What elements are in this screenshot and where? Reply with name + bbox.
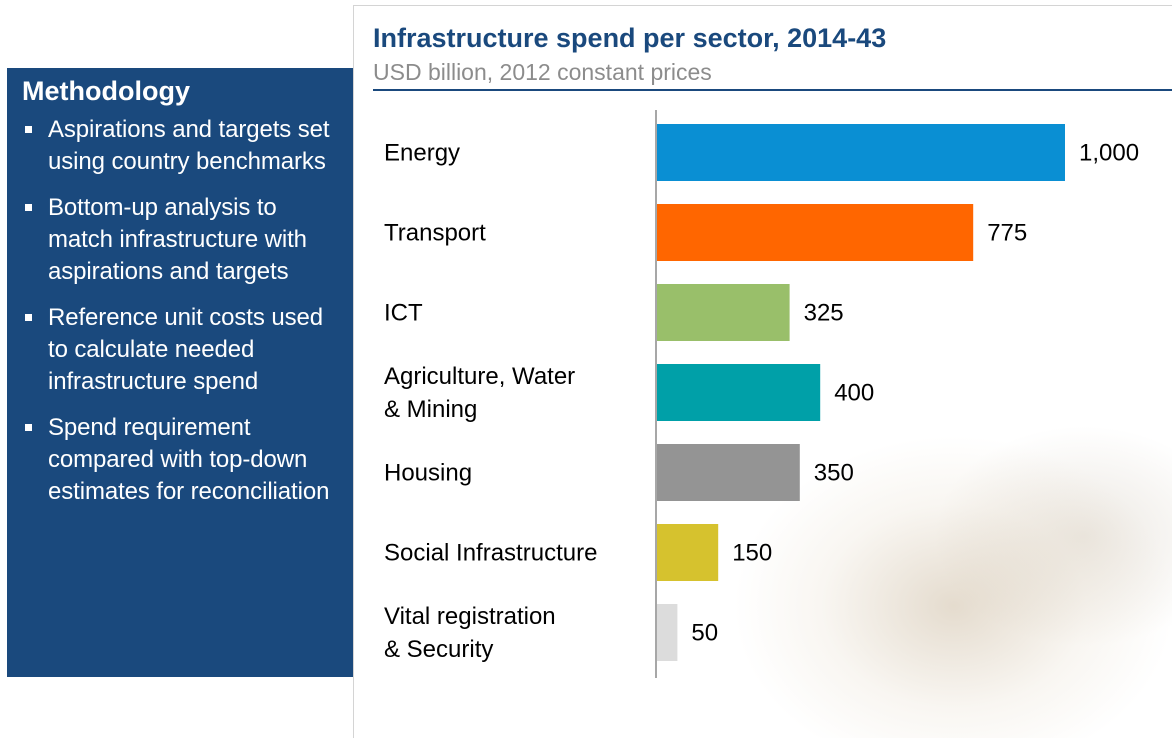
category-label: Agriculture, Water — [384, 363, 575, 390]
chart-title: Infrastructure spend per sector, 2014-43 — [373, 23, 887, 53]
value-label: 400 — [834, 380, 874, 407]
value-label: 50 — [691, 620, 718, 647]
bar-chart: 1,000 Energy 775 Transport 325 ICT 400 Agricult… — [384, 110, 1139, 678]
bar — [657, 284, 790, 341]
category-label: & Security — [384, 636, 493, 663]
bar — [657, 444, 800, 501]
title-divider — [373, 89, 1172, 91]
bar — [657, 524, 719, 581]
category-label: & Mining — [384, 396, 477, 423]
value-label: 1,000 — [1079, 140, 1139, 167]
value-label: 325 — [804, 300, 844, 327]
value-label: 775 — [987, 220, 1027, 247]
category-label: Energy — [384, 140, 460, 167]
bar — [657, 364, 821, 421]
methodology-list: Aspirations and targets set using countr… — [22, 114, 340, 508]
methodology-bullet: Spend requirement compared with top-down… — [22, 412, 340, 508]
category-label: Vital registration — [384, 603, 556, 630]
methodology-bullet: Reference unit costs used to calculate n… — [22, 302, 340, 398]
bar — [657, 604, 678, 661]
category-label: Housing — [384, 460, 472, 487]
bar — [657, 124, 1065, 181]
category-label: ICT — [384, 300, 423, 327]
methodology-bullet: Aspirations and targets set using countr… — [22, 114, 340, 178]
chart-subtitle: USD billion, 2012 constant prices — [373, 59, 712, 85]
methodology-panel: Methodology Aspirations and targets set … — [7, 68, 354, 677]
category-label: Transport — [384, 220, 486, 247]
methodology-bullet: Bottom-up analysis to match infrastructu… — [22, 192, 340, 288]
bar — [657, 204, 974, 261]
category-label: Social Infrastructure — [384, 540, 597, 567]
chart-panel: Infrastructure spend per sector, 2014-43… — [353, 5, 1172, 738]
methodology-title: Methodology — [22, 76, 190, 106]
value-label: 350 — [814, 460, 854, 487]
value-label: 150 — [732, 540, 772, 567]
